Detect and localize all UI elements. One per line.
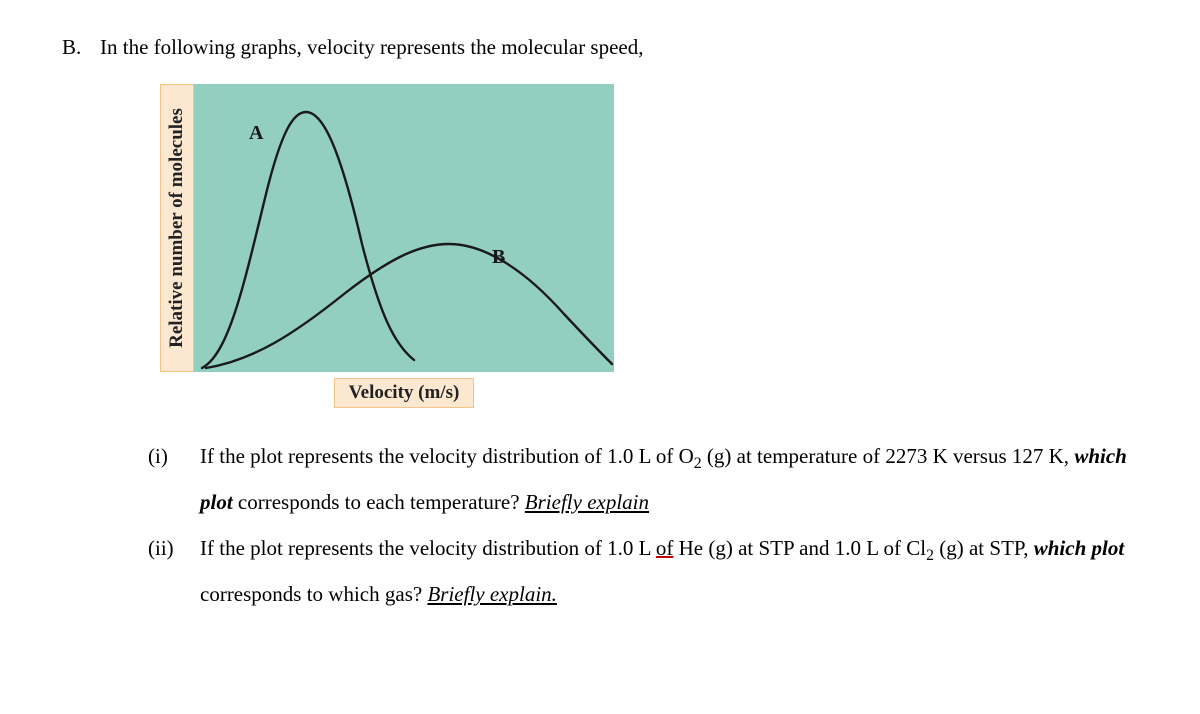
question-lead: B. In the following graphs, velocity rep… [100, 32, 1140, 64]
instruction-link: Briefly explain [525, 490, 649, 514]
instruction-link: Briefly explain. [427, 582, 556, 606]
x-axis-row: Velocity (m/s) [194, 378, 614, 408]
subscript: 2 [926, 547, 934, 564]
text: If the plot represents the velocity dist… [200, 536, 656, 560]
figure: Relative number of molecules AB Velocity… [160, 84, 620, 408]
curve-a [202, 112, 414, 368]
emphasis: which plot [1034, 536, 1124, 560]
text: (g) at temperature of 2273 K versus 127 … [702, 444, 1075, 468]
text: (g) at STP, [934, 536, 1034, 560]
text: corresponds to each temperature? [233, 490, 525, 514]
question-label: B. [62, 32, 81, 64]
subscript: 2 [694, 455, 702, 472]
curve-label-b: B [492, 246, 505, 269]
figure-container: Relative number of molecules AB Velocity… [160, 84, 1140, 408]
y-axis-label-box: Relative number of molecules [160, 84, 194, 372]
subpart-i: (i) If the plot represents the velocity … [148, 434, 1140, 524]
subpart-ii: (ii) If the plot represents the velocity… [148, 526, 1140, 616]
text: If the plot represents the velocity dist… [200, 444, 694, 468]
subpart-body: If the plot represents the velocity dist… [200, 434, 1140, 524]
question-text: In the following graphs, velocity repres… [100, 35, 644, 59]
curve-b [206, 244, 612, 368]
subpart-number: (ii) [148, 526, 200, 616]
y-axis-label: Relative number of molecules [166, 108, 188, 348]
plot-area: AB [194, 84, 614, 372]
underlined-text: of [656, 536, 674, 560]
text: corresponds to which gas? [200, 582, 427, 606]
subparts: (i) If the plot represents the velocity … [148, 434, 1140, 617]
curve-label-a: A [249, 122, 263, 145]
text: He (g) at STP and 1.0 L of Cl [673, 536, 926, 560]
x-axis-label: Velocity (m/s) [334, 378, 475, 408]
page: B. In the following graphs, velocity rep… [0, 0, 1200, 714]
subpart-number: (i) [148, 434, 200, 524]
subpart-body: If the plot represents the velocity dist… [200, 526, 1140, 616]
